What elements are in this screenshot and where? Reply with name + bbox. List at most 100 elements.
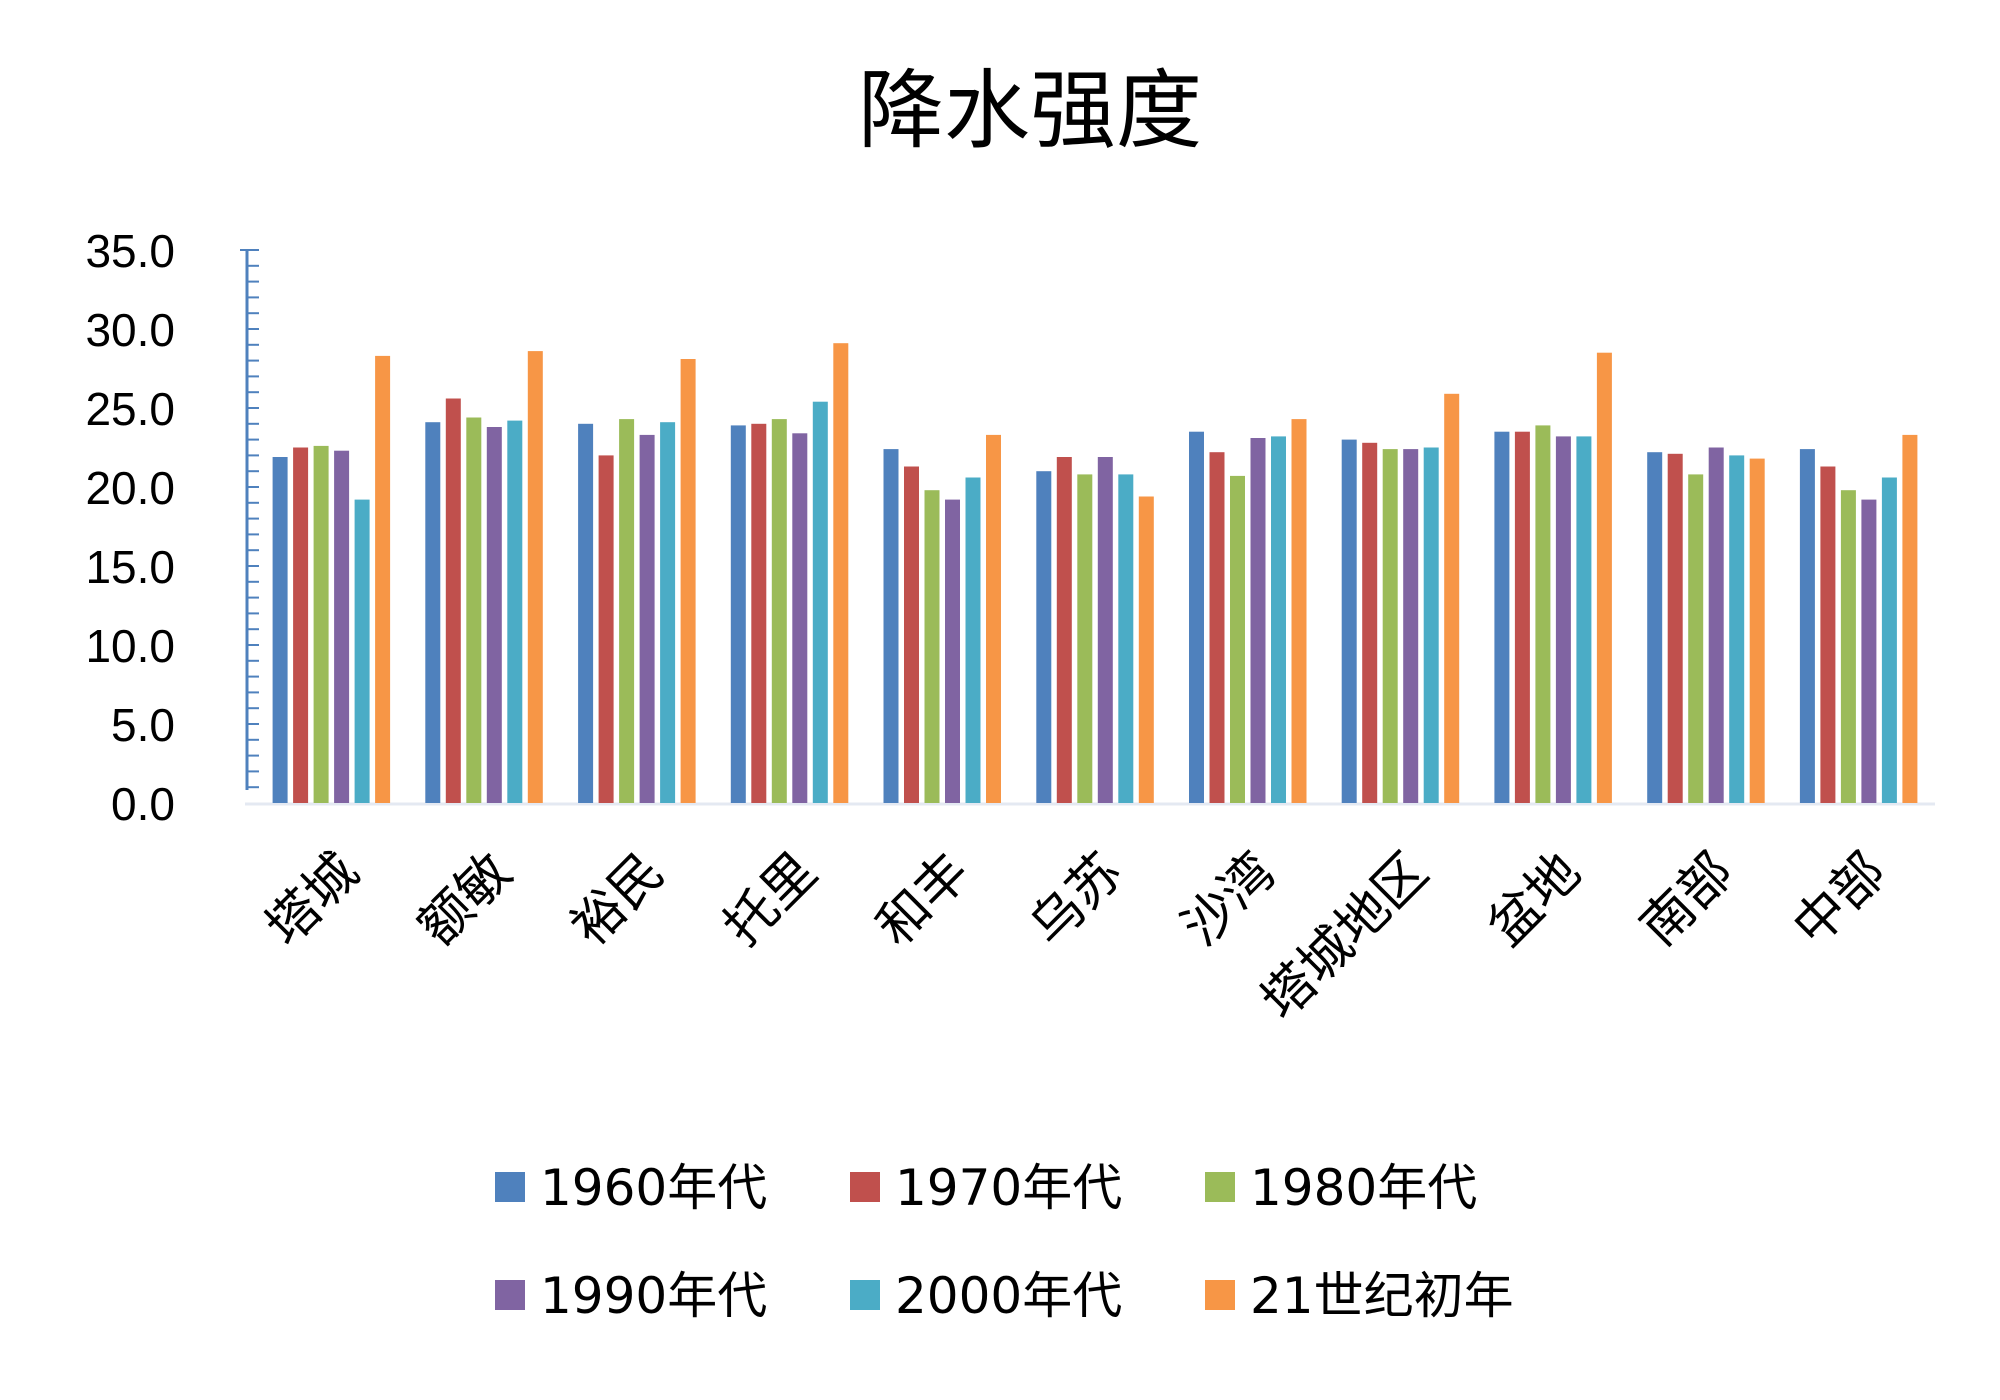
bar-5-0 <box>1036 471 1052 803</box>
bar-8-2 <box>1535 425 1551 803</box>
bar-3-4 <box>812 401 828 803</box>
bar-6-0 <box>1189 431 1204 803</box>
bar-6-4 <box>1271 436 1286 803</box>
bar-8-5 <box>1596 352 1612 803</box>
bar-5-4 <box>1118 474 1134 803</box>
legend-label: 1980年代 <box>1250 1159 1477 1217</box>
legend-swatch <box>850 1280 880 1310</box>
bar-5-5 <box>1138 496 1154 803</box>
bar-5-1 <box>1056 457 1072 803</box>
bar-9-5 <box>1749 458 1765 803</box>
bar-9-0 <box>1647 452 1663 803</box>
bar-3-2 <box>771 419 787 803</box>
y-tick-label: 25.0 <box>85 383 175 435</box>
x-tick-label: 乌苏 <box>1018 842 1134 958</box>
bar-4-0 <box>883 449 899 803</box>
legend-label: 2000年代 <box>895 1267 1122 1325</box>
bar-10-0 <box>1799 449 1815 803</box>
bar-7-3 <box>1403 449 1419 803</box>
legend-swatch <box>1205 1172 1235 1202</box>
bar-2-3 <box>639 434 655 803</box>
bar-0-2 <box>313 445 329 803</box>
bar-9-1 <box>1667 453 1683 803</box>
bar-8-4 <box>1576 436 1592 803</box>
legend: 1960年代 1970年代 1980年代 1990年代 2000年代 21世纪初年 <box>495 1159 1514 1325</box>
bar-7-0 <box>1341 439 1357 803</box>
bar-2-1 <box>598 455 614 803</box>
bar-6-3 <box>1250 438 1266 803</box>
bar-1-5 <box>527 351 543 803</box>
chart-title: 降水强度 <box>858 61 1202 161</box>
bar-9-4 <box>1729 455 1745 803</box>
bar-7-2 <box>1382 449 1398 803</box>
bar-2-4 <box>660 422 676 803</box>
bar-3-0 <box>730 425 746 803</box>
bar-3-1 <box>751 423 767 803</box>
bar-7-5 <box>1444 393 1460 803</box>
bar-4-3 <box>945 499 960 803</box>
bar-2-5 <box>680 359 696 803</box>
bar-5-3 <box>1097 457 1113 803</box>
bar-10-1 <box>1820 466 1836 803</box>
bar-7-1 <box>1362 442 1378 803</box>
y-tick-label: 30.0 <box>85 304 175 356</box>
bar-4-5 <box>986 434 1001 803</box>
bar-5-2 <box>1077 474 1093 803</box>
x-tick-label: 塔城 <box>255 842 371 958</box>
x-tick-label: 托里 <box>713 842 829 958</box>
bar-2-0 <box>578 423 594 803</box>
bar-9-2 <box>1688 474 1704 803</box>
x-tick-label: 盆地 <box>1476 842 1592 958</box>
bar-1-4 <box>507 420 523 803</box>
legend-swatch <box>495 1172 525 1202</box>
bar-4-2 <box>924 490 940 803</box>
bar-0-1 <box>293 447 309 803</box>
x-tick-label: 额敏 <box>407 842 523 958</box>
y-tick-label: 20.0 <box>85 462 175 514</box>
bar-8-1 <box>1514 431 1530 803</box>
legend-swatch <box>495 1280 525 1310</box>
y-tick-label: 35.0 <box>85 225 175 277</box>
legend-label: 21世纪初年 <box>1250 1267 1514 1325</box>
bars-group <box>272 343 1918 803</box>
x-tick-label: 塔城地区 <box>1250 842 1440 1032</box>
bar-0-5 <box>375 355 391 803</box>
bar-6-1 <box>1209 452 1225 803</box>
bar-1-2 <box>466 417 482 803</box>
y-tick-label: 10.0 <box>85 620 175 672</box>
x-tick-label: 和丰 <box>866 842 982 958</box>
x-tick-label: 裕民 <box>560 842 676 958</box>
y-axis <box>240 249 259 790</box>
bar-4-1 <box>904 466 919 803</box>
bar-4-4 <box>965 477 981 803</box>
legend-label: 1990年代 <box>540 1267 767 1325</box>
bar-6-2 <box>1230 475 1245 803</box>
bar-10-2 <box>1840 490 1856 803</box>
bar-3-5 <box>833 343 849 803</box>
bar-10-3 <box>1861 499 1877 803</box>
x-tick-label: 中部 <box>1782 842 1898 958</box>
legend-label: 1970年代 <box>895 1159 1122 1217</box>
x-tick-label: 沙湾 <box>1171 842 1287 958</box>
bar-0-0 <box>272 457 288 803</box>
bar-8-3 <box>1555 436 1571 803</box>
legend-swatch <box>1205 1280 1235 1310</box>
legend-label: 1960年代 <box>540 1159 767 1217</box>
bar-3-3 <box>792 433 808 803</box>
bar-10-5 <box>1902 434 1918 803</box>
bar-10-4 <box>1881 477 1897 803</box>
bar-0-4 <box>354 499 370 803</box>
x-tick-label: 南部 <box>1629 842 1745 958</box>
bar-1-1 <box>445 398 461 803</box>
legend-swatch <box>850 1172 880 1202</box>
bar-1-3 <box>486 427 502 803</box>
bar-9-3 <box>1708 447 1724 803</box>
bar-1-0 <box>425 422 441 803</box>
y-axis-tick-labels: 0.0 5.0 10.0 15.0 20.0 25.0 30.0 35.0 <box>85 225 175 830</box>
y-tick-label: 5.0 <box>111 699 175 751</box>
bar-7-4 <box>1423 447 1439 803</box>
y-tick-label: 0.0 <box>111 778 175 830</box>
